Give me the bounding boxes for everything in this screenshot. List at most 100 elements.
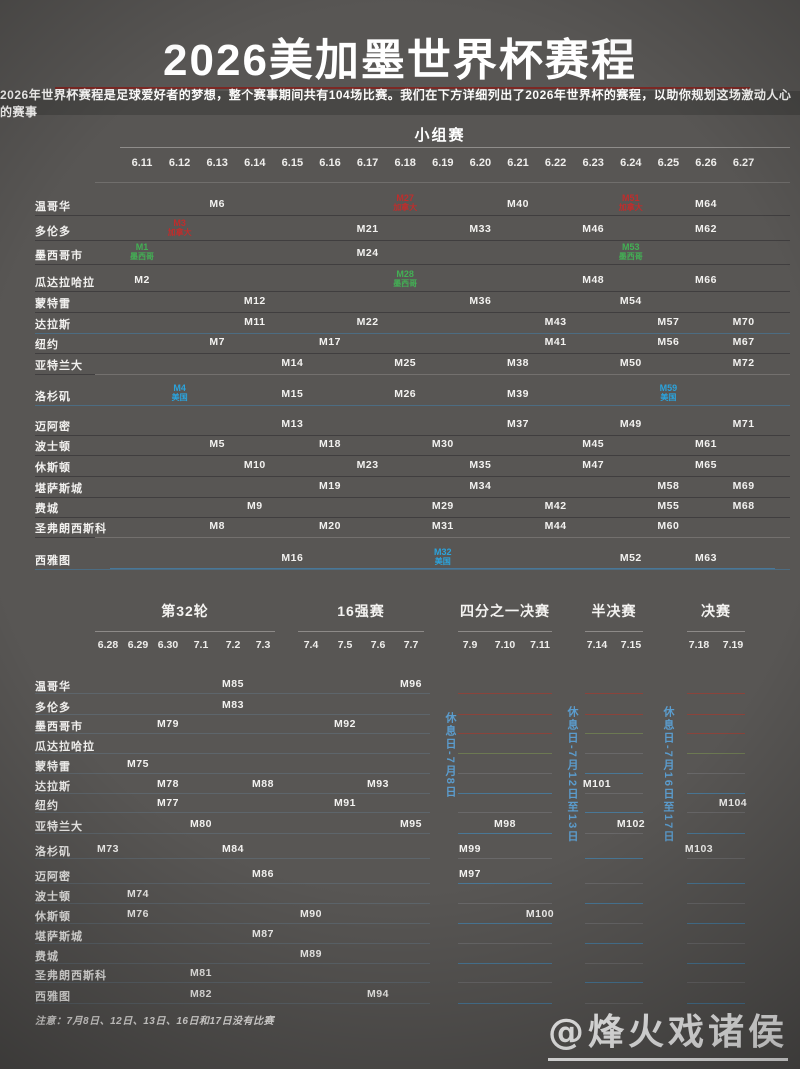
knockout-date-7.9: 7.9 — [462, 639, 478, 651]
match-M36: M36 — [469, 295, 492, 307]
sf-cell-line — [585, 773, 643, 774]
sf-cell-line — [585, 733, 643, 734]
match-M30: M30 — [431, 438, 454, 450]
host-country-label: 墨西哥 — [393, 278, 418, 288]
final-cell-line — [687, 883, 745, 884]
knockout-date-7.15: 7.15 — [620, 639, 642, 651]
match-id: M3 — [173, 218, 186, 228]
match-tag-M4: M4 美国 — [172, 383, 188, 403]
sf-cell-line — [585, 963, 643, 964]
match-M60: M60 — [657, 520, 680, 532]
group-date-6.21: 6.21 — [507, 157, 529, 169]
final-cell-line — [687, 943, 745, 944]
final-cell-line — [687, 753, 745, 754]
group-row-line — [35, 455, 790, 456]
group-date-6.12: 6.12 — [168, 157, 191, 169]
match-M37: M37 — [507, 418, 529, 430]
match-M69: M69 — [732, 480, 755, 492]
group-date-6.24: 6.24 — [620, 157, 642, 169]
city-label-knockout-4: 蒙特雷 — [35, 761, 71, 773]
city-label-knockout-3: 瓜达拉哈拉 — [35, 741, 95, 753]
group-date-6.18: 6.18 — [394, 157, 416, 169]
knockout-date-6.28: 6.28 — [97, 639, 119, 651]
group-date-6.19: 6.19 — [432, 157, 454, 169]
knockout-date-7.4: 7.4 — [303, 639, 319, 651]
match-M41: M41 — [544, 336, 567, 348]
match-M98: M98 — [494, 818, 516, 830]
title-divider — [55, 87, 750, 89]
knockout-date-7.2: 7.2 — [225, 639, 241, 651]
match-tag-M51: M51 加拿大 — [619, 193, 643, 213]
match-tag-M59: M59 美国 — [660, 383, 678, 403]
knockout-date-7.11: 7.11 — [530, 639, 550, 651]
qf-cell-line — [458, 883, 552, 884]
match-M52: M52 — [619, 552, 642, 564]
knockout-date-7.10: 7.10 — [494, 639, 516, 651]
group-date-6.17: 6.17 — [356, 157, 379, 169]
match-M19: M19 — [319, 480, 341, 492]
city-label-group-12: 堪萨斯城 — [35, 483, 83, 495]
qf-cell-line — [458, 963, 552, 964]
qf-cell-line — [458, 943, 552, 944]
qf-cell-line — [458, 903, 552, 904]
city-label-group-7: 亚特兰大 — [35, 360, 83, 372]
match-M38: M38 — [507, 357, 529, 369]
match-M8: M8 — [209, 520, 225, 532]
group-separator-2 — [95, 537, 790, 538]
section-title-2: 四分之一决赛 — [460, 603, 550, 619]
match-M99: M99 — [459, 843, 481, 855]
sf-cell-line — [585, 812, 643, 813]
match-M16: M16 — [281, 552, 304, 564]
match-M71: M71 — [732, 418, 755, 430]
match-id: M27 — [396, 193, 414, 203]
final-cell-line — [687, 903, 745, 904]
group-date-6.20: 6.20 — [469, 157, 492, 169]
match-M75: M75 — [127, 758, 149, 770]
match-M26: M26 — [394, 388, 417, 400]
knockout-date-7.7: 7.7 — [403, 639, 419, 651]
sf-cell-line — [585, 903, 643, 904]
qf-cell-line — [458, 1003, 552, 1004]
group-bottom-line — [110, 568, 775, 569]
qf-cell-line — [458, 733, 552, 734]
match-M44: M44 — [544, 520, 567, 532]
knockout-date-7.3: 7.3 — [255, 639, 271, 651]
knockout-date-7.14: 7.14 — [586, 639, 608, 651]
sf-cell-line — [585, 833, 643, 834]
match-M73: M73 — [97, 843, 119, 855]
section-title-4: 决赛 — [701, 603, 731, 619]
match-M34: M34 — [469, 480, 492, 492]
match-M40: M40 — [507, 198, 529, 210]
match-M14: M14 — [281, 357, 304, 369]
match-M94: M94 — [367, 988, 389, 1000]
group-row-line — [35, 569, 790, 570]
sf-cell-line — [585, 793, 643, 794]
group-date-6.15: 6.15 — [281, 157, 304, 169]
group-date-6.13: 6.13 — [206, 157, 228, 169]
sf-cell-line — [585, 982, 643, 983]
qf-cell-line — [458, 858, 552, 859]
knockout-row-line — [35, 923, 430, 924]
match-M81: M81 — [190, 967, 212, 979]
city-label-knockout-14: 圣弗朗西斯科 — [35, 970, 107, 982]
knockout-row-line — [35, 883, 430, 884]
match-id: M1 — [135, 242, 149, 252]
match-M89: M89 — [300, 948, 322, 960]
match-M56: M56 — [657, 336, 680, 348]
section-title-underline — [687, 631, 745, 632]
city-label-knockout-15: 西雅图 — [35, 991, 71, 1003]
match-M84: M84 — [222, 843, 244, 855]
match-M49: M49 — [619, 418, 642, 430]
city-label-knockout-10: 波士顿 — [35, 891, 71, 903]
match-tag-M53: M53 墨西哥 — [619, 242, 643, 262]
match-M2: M2 — [134, 274, 150, 286]
section-title-1: 16强赛 — [337, 603, 385, 619]
qf-cell-line — [458, 833, 552, 834]
final-cell-line — [687, 693, 745, 694]
section-title-underline — [95, 631, 275, 632]
final-cell-line — [687, 812, 745, 813]
final-cell-line — [687, 923, 745, 924]
group-row-line — [35, 353, 790, 354]
sf-cell-line — [585, 753, 643, 754]
